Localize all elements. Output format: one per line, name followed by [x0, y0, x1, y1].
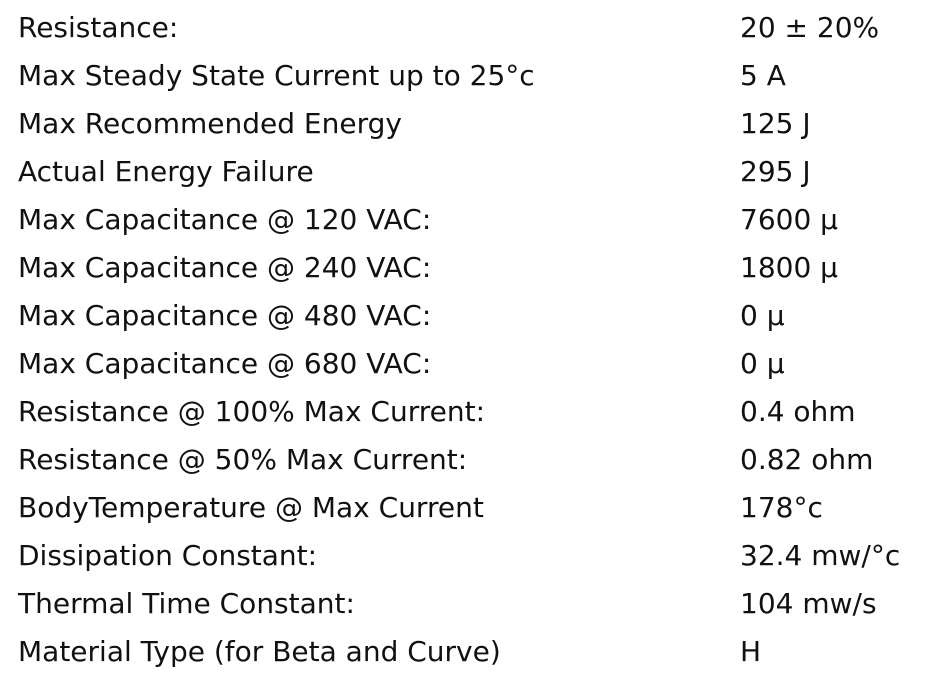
- spec-value: 178°c: [740, 491, 823, 524]
- spec-value: 125 J: [740, 107, 811, 140]
- spec-value: 0 µ: [740, 347, 785, 380]
- spec-label: Max Steady State Current up to 25°c: [18, 59, 535, 92]
- spec-label: Resistance @ 50% Max Current:: [18, 443, 468, 476]
- spec-value: 0.82 ohm: [740, 443, 874, 476]
- spec-value: 0 µ: [740, 299, 785, 332]
- spec-value: 5 A: [740, 59, 786, 92]
- spec-value: 32.4 mw/°c: [740, 539, 901, 572]
- spec-label: Max Capacitance @ 680 VAC:: [18, 347, 432, 380]
- spec-label: Dissipation Constant:: [18, 539, 318, 572]
- spec-label: Max Capacitance @ 240 VAC:: [18, 251, 432, 284]
- spec-label: Max Capacitance @ 120 VAC:: [18, 203, 432, 236]
- spec-value: 1800 µ: [740, 251, 838, 284]
- spec-value: 20 ± 20%: [740, 11, 880, 44]
- spec-label: Material Type (for Beta and Curve): [18, 635, 501, 668]
- spec-value: 295 J: [740, 155, 811, 188]
- spec-label: BodyTemperature @ Max Current: [18, 491, 484, 524]
- spec-label: Actual Energy Failure: [18, 155, 314, 188]
- spec-label: Thermal Time Constant:: [18, 587, 355, 620]
- spec-label: Resistance:: [18, 11, 179, 44]
- spec-value: H: [740, 635, 762, 668]
- spec-value: 0.4 ohm: [740, 395, 856, 428]
- spec-label: Resistance @ 100% Max Current:: [18, 395, 486, 428]
- spec-label: Max Recommended Energy: [18, 107, 402, 140]
- spec-value: 7600 µ: [740, 203, 838, 236]
- spec-label: Max Capacitance @ 480 VAC:: [18, 299, 432, 332]
- spec-value: 104 mw/s: [740, 587, 877, 620]
